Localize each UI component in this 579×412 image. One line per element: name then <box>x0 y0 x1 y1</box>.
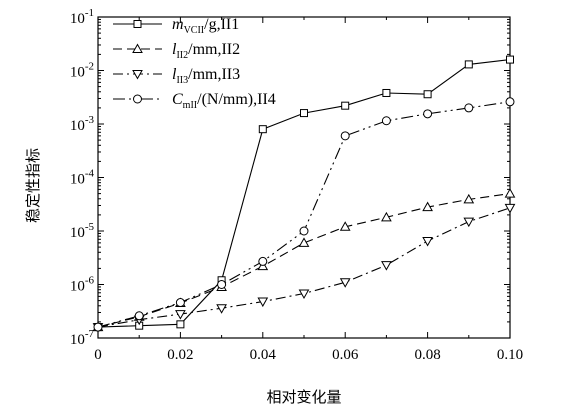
y-tick-label: 10-1 <box>70 7 94 27</box>
series-4-point <box>505 97 515 107</box>
series-4-point <box>464 103 474 113</box>
series-2-point <box>422 201 433 212</box>
series-1-point <box>258 125 267 134</box>
series-1-point <box>506 55 514 64</box>
series-3-point <box>216 304 227 314</box>
x-tick-label: 0 <box>94 347 102 363</box>
series-4-point <box>175 298 185 308</box>
series-2-point <box>381 211 392 222</box>
series-2-point <box>298 237 310 247</box>
legend-entry-4: CmII/(N/mm),II4 <box>113 91 276 111</box>
legend-entry-2: lII2/mm,II2 <box>113 41 240 61</box>
series-3-point <box>339 278 351 288</box>
axes-layer: 0 0.02 0.04 0.06 0.08 0.10 10-7 10-6 10-5 10-4 10-… <box>70 7 523 363</box>
x-tick-label: 0.04 <box>250 347 277 363</box>
y-tick-label: 10-5 <box>70 221 95 241</box>
series-3-point <box>504 203 516 214</box>
legend-marker <box>132 43 143 53</box>
series-3-point <box>175 310 186 320</box>
series-4-point <box>423 109 433 119</box>
series-4-point <box>299 226 309 236</box>
series-3-point <box>381 261 392 271</box>
series-3-point <box>298 289 310 299</box>
series-3 <box>92 203 516 333</box>
series-layer <box>92 55 516 333</box>
series-4-point <box>93 322 103 332</box>
y-tick-label: 10-7 <box>70 328 95 348</box>
x-tick-label: 0.10 <box>497 347 523 363</box>
series-2-point <box>504 188 516 198</box>
series-1 <box>94 55 514 332</box>
series-2-point <box>463 193 475 204</box>
legend-entry-3: lII3/mm,II3 <box>113 66 240 86</box>
series-1-line <box>97 59 511 328</box>
series-4-point <box>340 131 350 141</box>
series-1-point <box>382 88 391 97</box>
series-3-point <box>422 237 433 247</box>
series-1-point <box>341 101 350 110</box>
y-tick-label: 10-6 <box>70 275 95 295</box>
series-3-point <box>257 297 269 308</box>
series-3-point <box>463 217 475 228</box>
y-tick-label: 10-2 <box>70 61 94 81</box>
series-1-point <box>423 90 432 99</box>
series-2 <box>92 188 516 332</box>
series-4 <box>93 97 515 332</box>
series-1-point <box>300 109 308 118</box>
series-1-point <box>176 320 185 329</box>
x-tick-label: 0.02 <box>167 347 193 363</box>
x-axis-title: 相对变化量 <box>266 388 341 406</box>
series-4-point <box>381 116 391 126</box>
y-axis-title: 稳定性指标 <box>24 148 42 223</box>
series-4-point <box>217 280 227 289</box>
series-4-point <box>258 256 268 266</box>
series-2-line <box>97 193 511 328</box>
series-4-point <box>134 311 144 321</box>
y-tick-label: 10-4 <box>70 168 95 188</box>
legend-marker <box>132 70 143 80</box>
legend-label: lII3/mm,II3 <box>172 66 240 86</box>
legend-marker <box>133 94 142 104</box>
legend-label: lII2/mm,II2 <box>172 41 240 61</box>
legend-entry-1: mVCII/g,II1 <box>113 16 239 36</box>
series-2-point <box>339 221 351 231</box>
legend-label: CmII/(N/mm),II4 <box>172 91 276 111</box>
x-tick-label: 0.08 <box>414 347 440 363</box>
y-tick-label: 10-3 <box>70 114 95 134</box>
legend-label: mVCII/g,II1 <box>172 16 239 36</box>
x-tick-label: 0.06 <box>332 347 359 363</box>
series-1-point <box>464 60 473 69</box>
legend: mVCII/g,II1 lII2/mm,II2 lII3/mm,II3 CmII/(N… <box>113 16 276 111</box>
legend-marker <box>133 20 142 28</box>
